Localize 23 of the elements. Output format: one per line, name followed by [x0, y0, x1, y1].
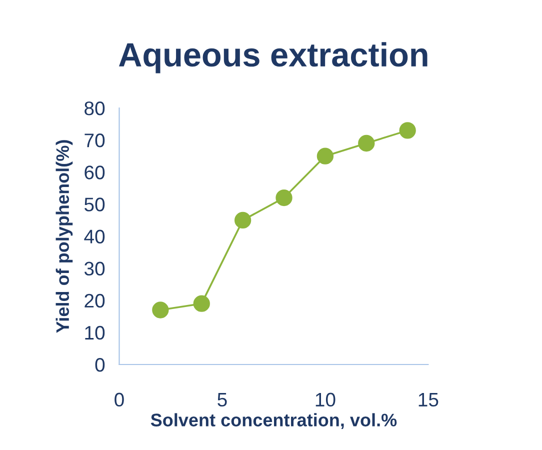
y-tick-label: 30: [84, 262, 105, 276]
x-tick-label: 0: [114, 392, 124, 407]
y-tick-label: 40: [84, 230, 105, 244]
y-tick-label: 80: [84, 101, 105, 116]
point: [234, 212, 252, 229]
point: [316, 148, 334, 164]
y-tick-label: 10: [85, 326, 105, 340]
y-axis-title: Yield of polyphenol(%): [56, 140, 73, 333]
y-tick-label: 70: [84, 134, 105, 148]
point: [152, 302, 169, 318]
y-tick-label: 60: [84, 166, 105, 180]
point: [399, 122, 416, 139]
y-tick-label: 20: [84, 294, 105, 308]
x-tick-label: 5: [218, 392, 227, 407]
x-tick-label: 15: [418, 392, 438, 407]
point: [276, 189, 292, 206]
y-tick-label: 50: [84, 198, 105, 212]
point: [358, 134, 375, 152]
x-axis-title: Solvent concentration, vol.%: [150, 413, 397, 430]
y-tick-label: 0: [95, 358, 105, 372]
chart-title: Aqueous extraction: [118, 42, 428, 74]
point: [193, 295, 210, 312]
x-tick-label: 10: [316, 392, 336, 407]
